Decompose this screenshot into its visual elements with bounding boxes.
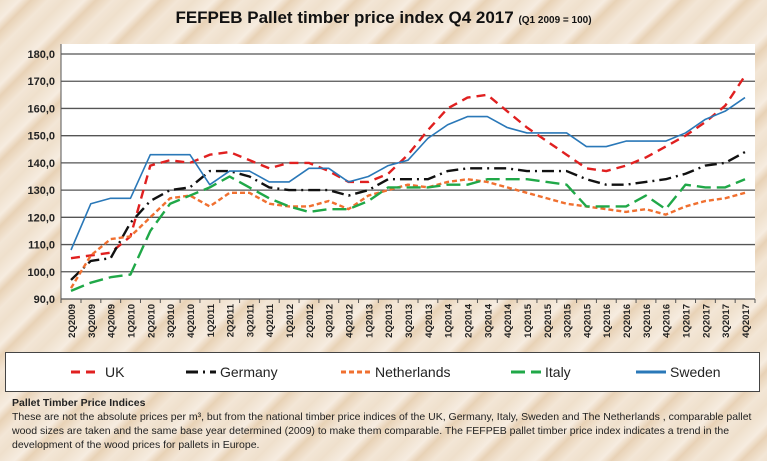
x-tick-label: 4Q2013	[424, 304, 435, 338]
legend-label: Sweden	[670, 364, 721, 380]
x-tick-label: 4Q2015	[582, 303, 593, 338]
line-chart: 90,0 100,0 110,0 120,0 130,0 140,0 150,0 160,0 1…	[27, 44, 756, 338]
y-tick-label: 90,0	[34, 294, 55, 306]
x-tick-label: 3Q2017	[721, 304, 732, 338]
legend-item-germany: Germany	[186, 364, 278, 380]
legend-item-sweden: Sweden	[636, 364, 721, 380]
plot-area	[61, 44, 755, 299]
x-tick-label: 2Q2015	[543, 303, 554, 338]
x-tick-label: 3Q2015	[563, 303, 574, 338]
y-tick-label: 180,0	[27, 49, 55, 61]
x-tick-label: 3Q2012	[325, 304, 336, 338]
x-tick-label: 2Q2010	[146, 304, 157, 338]
x-tick-label: 2Q2013	[384, 304, 395, 338]
notes-body: These are not the absolute prices per m³…	[12, 411, 752, 451]
y-tick-label: 140,0	[27, 158, 55, 170]
chart-legend: UK Germany Netherlands Italy Sweden	[5, 352, 760, 392]
legend-label: Italy	[545, 364, 571, 380]
legend-swatch	[71, 370, 101, 374]
y-tick-label: 130,0	[27, 185, 55, 197]
x-tick-label: 4Q2016	[662, 304, 673, 338]
y-tick-label: 170,0	[27, 76, 55, 88]
legend-swatch	[636, 370, 666, 374]
y-tick-label: 120,0	[27, 212, 55, 224]
x-tick-label: 4Q2010	[186, 304, 197, 338]
legend-label: Netherlands	[375, 364, 451, 380]
x-tick-label: 3Q2010	[166, 304, 177, 338]
x-tick-label: 3Q2014	[483, 303, 494, 338]
notes: Pallet Timber Price Indices These are no…	[12, 396, 757, 452]
legend-item-uk: UK	[71, 364, 124, 380]
y-tick-label: 110,0	[28, 240, 55, 252]
y-tick-label: 160,0	[27, 103, 55, 115]
x-tick-label: 4Q2012	[345, 304, 356, 338]
notes-heading: Pallet Timber Price Indices	[12, 397, 146, 409]
x-tick-label: 4Q2014	[503, 303, 514, 338]
x-tick-label: 1Q2011	[206, 303, 217, 337]
subtitle-text: (Q1 2009 = 100)	[518, 15, 592, 26]
legend-swatch	[341, 370, 371, 374]
y-tick-label: 150,0	[27, 131, 55, 143]
x-tick-label: 1Q2012	[285, 304, 296, 338]
legend-item-netherlands: Netherlands	[341, 364, 451, 380]
x-tick-label: 1Q2015	[523, 303, 534, 338]
x-tick-label: 3Q2016	[642, 304, 653, 338]
x-tick-label: 2Q2016	[622, 304, 633, 338]
x-tick-label: 2Q2014	[463, 303, 474, 338]
legend-label: Germany	[220, 364, 278, 380]
x-tick-label: 3Q2011	[245, 303, 256, 337]
legend-item-italy: Italy	[511, 364, 571, 380]
x-tick-label: 2Q2009	[67, 304, 78, 338]
x-tick-label: 1Q2013	[364, 304, 375, 338]
x-tick-label: 3Q2009	[87, 304, 98, 338]
title-text: FEFPEB Pallet timber price index Q4 2017	[175, 8, 514, 27]
legend-swatch	[511, 370, 541, 374]
x-tick-label: 2Q2017	[701, 304, 712, 338]
x-tick-label: 1Q2014	[444, 303, 455, 338]
x-tick-label: 1Q2017	[682, 304, 693, 338]
x-tick-label: 4Q2017	[741, 304, 752, 338]
chart-title: FEFPEB Pallet timber price index Q4 2017…	[0, 8, 767, 28]
legend-swatch	[186, 370, 216, 374]
x-tick-label: 1Q2016	[602, 304, 613, 338]
legend-label: UK	[105, 364, 125, 380]
x-tick-label: 2Q2012	[305, 304, 316, 338]
x-tick-label: 1Q2010	[126, 304, 137, 338]
x-tick-label: 4Q2009	[107, 304, 118, 338]
series-line-uk	[70, 75, 747, 260]
x-tick-label: 2Q2011	[226, 303, 237, 337]
x-tick-label: 4Q2011	[265, 303, 276, 337]
x-tick-label: 3Q2013	[404, 304, 415, 338]
y-tick-label: 100,0	[27, 267, 55, 279]
